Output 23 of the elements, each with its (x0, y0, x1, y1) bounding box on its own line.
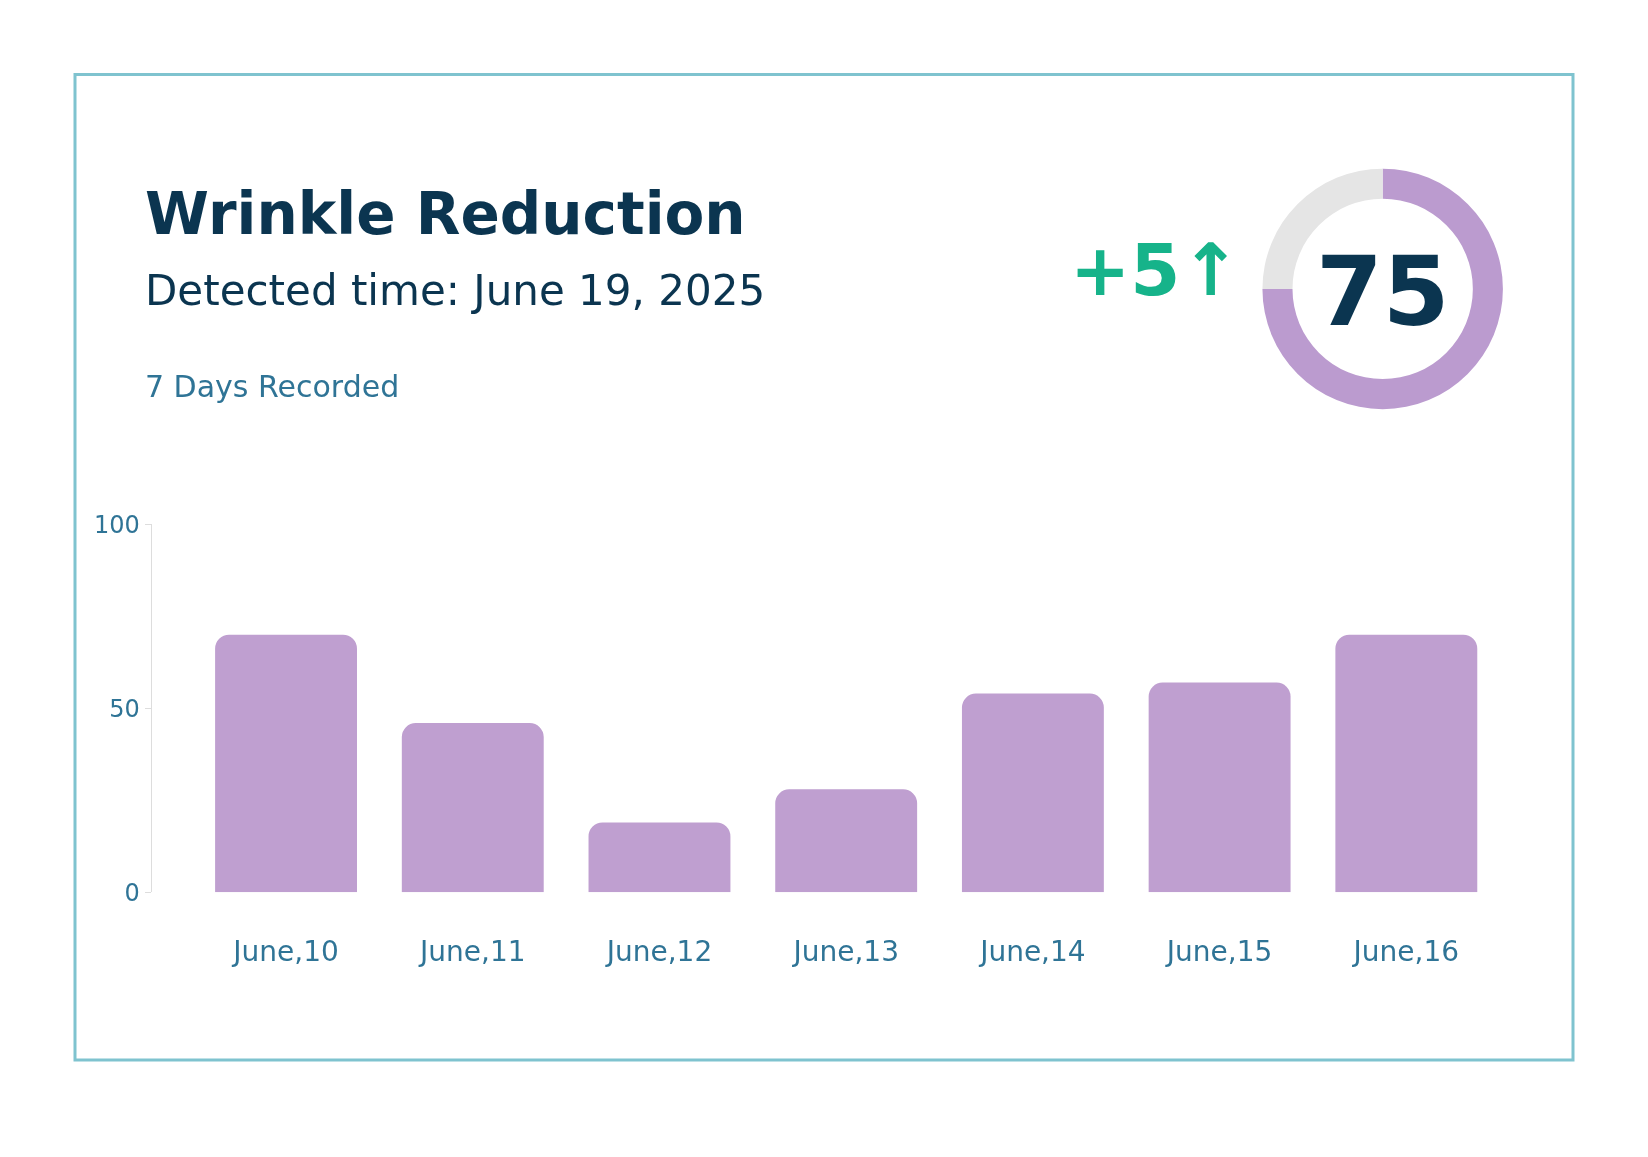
x-tick-label: June,15 (1164, 935, 1273, 969)
x-tick-label: June,11 (418, 935, 526, 969)
y-tick-label: 0 (124, 878, 140, 907)
x-tick-label: June,12 (604, 935, 713, 969)
text: +5↑ (1070, 228, 1241, 312)
text: 75 (1316, 236, 1450, 348)
bar (1335, 634, 1478, 893)
chart-subtitle: Detected time: June 19, 2025 (145, 266, 766, 315)
x-tick-label: June,16 (1351, 935, 1460, 969)
bar (215, 634, 357, 893)
chart-title: Wrinkle Reduction (145, 180, 746, 248)
x-tick-label: June,10 (231, 935, 339, 969)
y-tick-label: 100 (94, 510, 140, 539)
y-tick-label: 50 (109, 694, 140, 723)
bar (775, 789, 918, 893)
text: 7 Days Recorded (145, 369, 400, 404)
x-tick-label: June,14 (978, 935, 1086, 969)
bar (961, 693, 1104, 893)
bar (1148, 682, 1291, 893)
x-tick-label: June,13 (791, 935, 899, 969)
bar (588, 822, 731, 893)
donut-slice (1262, 168, 1503, 410)
bar (401, 723, 544, 893)
